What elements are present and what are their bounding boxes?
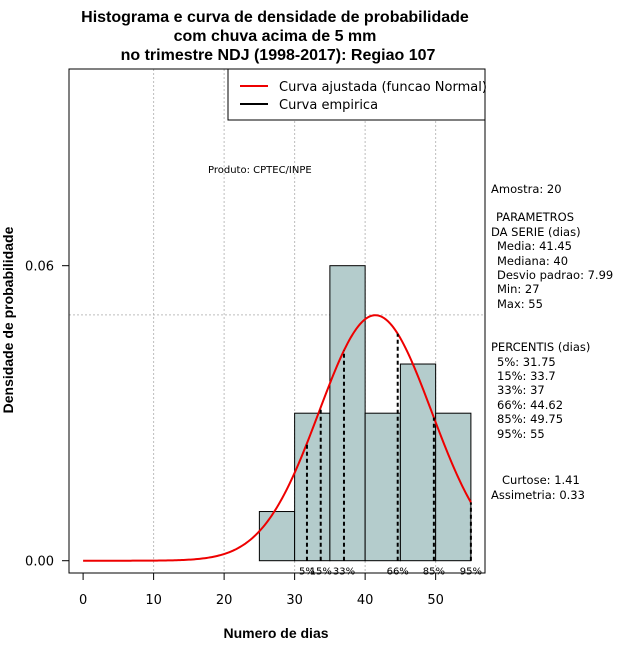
- histogram-bar: [258, 511, 296, 562]
- param-median: Mediana: 40: [497, 254, 568, 268]
- percentile-85: 85%: 49.75: [497, 412, 563, 426]
- parameters-title-line-1: PARAMETROS: [496, 210, 574, 224]
- y-axis-title: Densidade de probabilidade: [0, 226, 16, 413]
- percentile-label: 5%: [299, 567, 315, 578]
- percentile-33: 33%: 37: [497, 383, 545, 397]
- axes: 0 10 20 30 40 50 0.00 0.06: [25, 260, 444, 608]
- x-tick-label: 30: [286, 593, 303, 608]
- percentile-label: 95%: [460, 567, 482, 578]
- statistics-panel: Amostra: 20 PARAMETROS DA SERIE (dias) M…: [491, 182, 613, 502]
- x-tick-label: 40: [357, 593, 374, 608]
- histogram-bars: [258, 265, 472, 562]
- y-tick-label: 0.00: [25, 555, 54, 570]
- percentile-label: 66%: [387, 567, 409, 578]
- percentile-66: 66%: 44.62: [497, 398, 563, 412]
- percentile-label: 15%: [310, 567, 332, 578]
- percentile-lines: 5%15% 33% 66% 85% 95%: [299, 333, 482, 578]
- histogram-bar: [364, 412, 401, 562]
- percentile-label: 33%: [333, 567, 355, 578]
- chart-title-line-3: no trimestre NDJ (1998-2017): Regiao 107: [121, 47, 436, 64]
- density-curve-layer: [83, 314, 472, 562]
- product-annotation: Produto: CPTEC/INPE: [208, 165, 312, 176]
- percentile-95: 95%: 55: [497, 427, 545, 441]
- x-tick-label: 50: [427, 593, 444, 608]
- legend: Curva ajustada (funcao Normal) Curva emp…: [227, 68, 487, 121]
- x-axis-title: Numero de dias: [223, 625, 328, 641]
- skewness: Assimetria: 0.33: [491, 488, 585, 502]
- histogram-bar: [399, 363, 437, 562]
- normal-fit-curve: [83, 314, 472, 562]
- y-tick-label: 0.06: [25, 260, 54, 275]
- param-mean: Media: 41.45: [497, 239, 572, 253]
- x-tick-label: 0: [79, 593, 87, 608]
- param-stddev: Desvio padrao: 7.99: [497, 268, 613, 282]
- percentile-15: 15%: 33.7: [497, 369, 556, 383]
- legend-box: [227, 68, 486, 121]
- param-max: Max: 55: [497, 297, 543, 311]
- x-tick-label: 10: [145, 593, 162, 608]
- chart-title-line-1: Histograma e curva de densidade de proba…: [81, 9, 469, 26]
- legend-label-empirical: Curva empirica: [279, 98, 378, 113]
- chart-title-line-2: com chuva acima de 5 mm: [174, 28, 377, 45]
- percentiles-title: PERCENTIS (dias): [491, 340, 590, 354]
- percentile-label: 85%: [423, 567, 445, 578]
- param-min: Min: 27: [497, 282, 540, 296]
- histogram-bar: [294, 412, 331, 562]
- sample-size: Amostra: 20: [491, 182, 562, 196]
- x-tick-label: 20: [216, 593, 233, 608]
- histogram-bar: [329, 265, 366, 562]
- legend-label-fit: Curva ajustada (funcao Normal): [279, 80, 487, 95]
- kurtosis: Curtose: 1.41: [502, 473, 580, 487]
- percentile-5: 5%: 31.75: [497, 355, 556, 369]
- parameters-title-line-2: DA SERIE (dias): [491, 225, 581, 239]
